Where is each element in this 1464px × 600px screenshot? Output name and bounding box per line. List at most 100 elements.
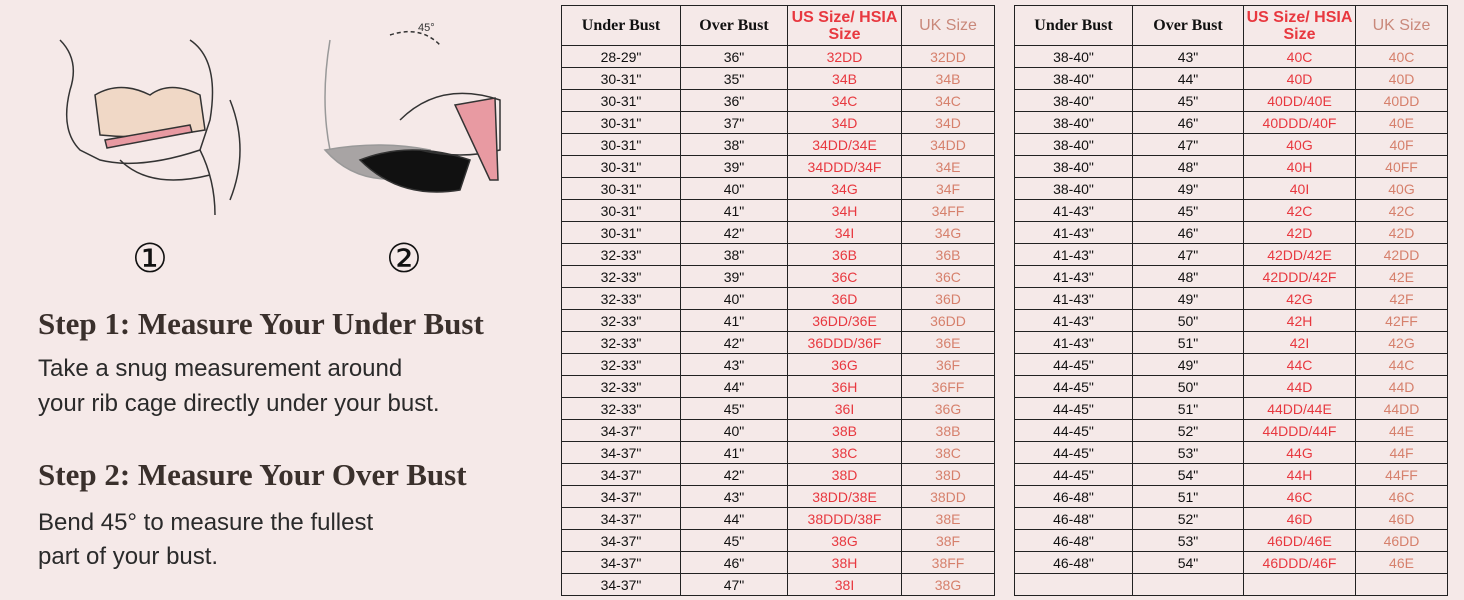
table-cell: 37" [680,111,788,134]
table-cell: 38B [901,419,995,442]
table-row: 30-31" 42" 34I 34G [561,221,995,244]
table-cell: 42DD [1355,243,1448,266]
step-title: Step 2: Measure Your Over Bust [38,457,467,492]
table-cell: 32-33" [561,287,681,310]
table-row: 34-37" 41" 38C 38C [561,441,995,464]
table-cell: 42" [680,221,788,244]
table-cell: 36DD [901,309,995,332]
table-cell: 38FF [901,551,995,574]
table-cell: 30-31" [561,133,681,156]
table-cell: 39" [680,265,788,288]
table-row: 34-37" 43" 38DD/38E 38DD [561,485,995,508]
table-cell: 44C [1355,353,1448,376]
table-row: 41-43" 50" 42H 42FF [1014,309,1448,332]
table-row: 32-33" 44" 36H 36FF [561,375,995,398]
table-cell: 44G [1243,441,1356,464]
table-cell: 34B [787,67,902,90]
table-cell: 51" [1132,485,1244,508]
table-row: 44-45" 52" 44DDD/44F 44E [1014,419,1448,442]
table-row: 34-37" 40" 38B 38B [561,419,995,442]
table-cell: 51" [1132,397,1244,420]
table-cell: 51" [1132,331,1244,354]
table-cell: 42" [680,331,788,354]
table-cell: 35" [680,67,788,90]
figure-2-upright [324,39,331,151]
table-row: 44-45" 53" 44G 44F [1014,441,1448,464]
table-cell: 45" [680,529,788,552]
table-cell: 40" [680,177,788,200]
table-cell: 34H [787,199,902,222]
size-table: Under Bust Over Bust US Size/ HSIA Size UK … [1014,5,1448,596]
tape [104,124,193,149]
table-cell: 47" [1132,133,1244,156]
table-cell: 45" [1132,89,1244,112]
table-cell: 30-31" [561,111,681,134]
table-cell: 42I [1243,331,1356,354]
table-cell: 40C [1355,45,1448,68]
table-cell: 38H [787,551,902,574]
table-cell: 47" [1132,243,1244,266]
table-row: 38-40" 48" 40H 40FF [1014,155,1448,178]
table-cell: 40" [680,419,788,442]
table-cell: 52" [1132,507,1244,530]
table-cell: 44-45" [1014,463,1133,486]
table-row: 41-43" 48" 42DDD/42F 42E [1014,265,1448,288]
table-cell: 38" [680,133,788,156]
empty-cell [1014,573,1133,596]
table-cell: 32-33" [561,353,681,376]
step-number: ① [132,236,168,282]
table-row: 32-33" 41" 36DD/36E 36DD [561,309,995,332]
table-cell: 44D [1243,375,1356,398]
table-row: 46-48" 53" 46DD/46E 46DD [1014,529,1448,552]
table-cell: 42H [1243,309,1356,332]
table-cell: 46D [1355,507,1448,530]
table-row: 38-40" 47" 40G 40F [1014,133,1448,156]
table-row: 30-31" 40" 34G 34F [561,177,995,200]
table-cell: 41-43" [1014,199,1133,222]
table-cell: 38D [901,463,995,486]
table-cell: 44F [1355,441,1448,464]
table-cell: 34C [901,89,995,112]
header-cell: UK Size [901,5,995,46]
table-cell: 34-37" [561,529,681,552]
table-cell: 44-45" [1014,397,1133,420]
table-cell: 50" [1132,309,1244,332]
table-cell: 44" [680,507,788,530]
table-cell: 41-43" [1014,265,1133,288]
table-cell: 46-48" [1014,551,1133,574]
table-row: 41-43" 47" 42DD/42E 42DD [1014,243,1448,266]
table-cell: 42E [1355,265,1448,288]
table-row: 30-31" 35" 34B 34B [561,67,995,90]
table-cell: 44-45" [1014,441,1133,464]
header-row: Under Bust Over Bust US Size/ HSIA Size UK … [1014,5,1448,46]
table-row: 46-48" 52" 46D 46D [1014,507,1448,530]
table-cell: 36" [680,89,788,112]
table-cell: 38DD [901,485,995,508]
table-row: 32-33" 39" 36C 36C [561,265,995,288]
table-row: 41-43" 46" 42D 42D [1014,221,1448,244]
table-cell: 42DDD/42F [1243,265,1356,288]
table-cell: 38-40" [1014,177,1133,200]
table-cell: 32-33" [561,265,681,288]
table-cell: 49" [1132,353,1244,376]
table-cell: 39" [680,155,788,178]
table-cell: 32-33" [561,375,681,398]
table-row: 30-31" 41" 34H 34FF [561,199,995,222]
illustrations: 45° [59,22,501,216]
table-cell: 46DD [1355,529,1448,552]
table-cell: 38C [787,441,902,464]
table-cell: 38-40" [1014,45,1133,68]
table-row: 38-40" 45" 40DD/40E 40DD [1014,89,1448,112]
table-cell: 34C [787,89,902,112]
header-cell: Over Bust [680,5,788,46]
table-cell: 42D [1355,221,1448,244]
angle-label: 45° [418,22,435,34]
table-cell: 30-31" [561,67,681,90]
header-row: Under Bust Over Bust US Size/ HSIA Size UK … [561,5,995,46]
table-cell: 40" [680,287,788,310]
table-row: 28-29" 36" 32DD 32DD [561,45,995,68]
table-row: 32-33" 43" 36G 36F [561,353,995,376]
table-cell: 34-37" [561,463,681,486]
table-cell: 41" [680,199,788,222]
table-cell: 46E [1355,551,1448,574]
